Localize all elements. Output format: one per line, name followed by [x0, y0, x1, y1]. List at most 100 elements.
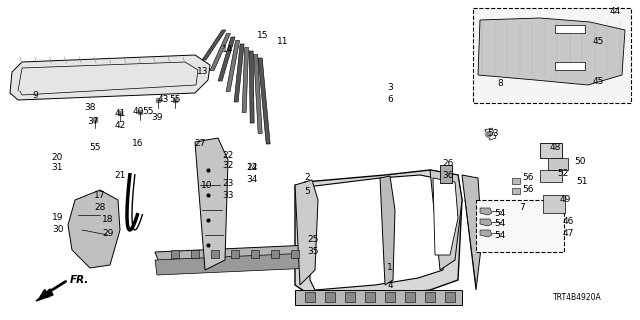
Text: 17: 17 — [94, 190, 106, 199]
Polygon shape — [234, 44, 244, 102]
Text: 18: 18 — [102, 215, 114, 225]
Text: 25: 25 — [307, 236, 319, 244]
Bar — [555, 62, 585, 70]
Polygon shape — [295, 170, 462, 295]
Text: 35: 35 — [307, 247, 319, 257]
Bar — [512, 188, 520, 194]
Text: 33: 33 — [222, 190, 234, 199]
Text: 54: 54 — [494, 230, 506, 239]
Text: 22: 22 — [222, 150, 234, 159]
Text: TRT4B4920A: TRT4B4920A — [552, 293, 602, 302]
Text: 15: 15 — [257, 30, 269, 39]
Polygon shape — [258, 58, 270, 144]
Text: 49: 49 — [559, 196, 571, 204]
Polygon shape — [433, 178, 458, 255]
Text: 55: 55 — [169, 95, 180, 105]
Text: 9: 9 — [32, 91, 38, 100]
Text: 37: 37 — [87, 116, 99, 125]
Text: 40: 40 — [132, 108, 144, 116]
Text: 38: 38 — [84, 103, 96, 113]
Bar — [555, 25, 585, 33]
Bar — [425, 292, 435, 302]
Text: 2: 2 — [304, 173, 310, 182]
Bar — [325, 292, 335, 302]
Text: 43: 43 — [157, 95, 169, 105]
Polygon shape — [242, 47, 248, 113]
Text: 55: 55 — [89, 143, 100, 153]
Text: 39: 39 — [151, 114, 163, 123]
Bar — [476, 200, 564, 252]
Text: 55: 55 — [142, 108, 154, 116]
Text: 47: 47 — [563, 228, 573, 237]
Bar — [440, 165, 452, 183]
Text: 26: 26 — [442, 158, 454, 167]
Polygon shape — [480, 208, 492, 215]
Bar — [473, 8, 631, 103]
Polygon shape — [218, 37, 235, 81]
Polygon shape — [310, 175, 445, 290]
Text: 14: 14 — [222, 45, 234, 54]
Text: 16: 16 — [132, 139, 144, 148]
Bar — [385, 292, 395, 302]
Text: 19: 19 — [52, 213, 64, 222]
Polygon shape — [202, 30, 226, 60]
Text: 34: 34 — [246, 175, 258, 185]
Polygon shape — [380, 176, 395, 285]
Polygon shape — [295, 180, 318, 285]
Text: 51: 51 — [576, 178, 588, 187]
Bar — [540, 143, 562, 158]
Text: 12: 12 — [247, 164, 259, 172]
Bar — [171, 250, 179, 258]
Polygon shape — [226, 41, 239, 92]
Text: 45: 45 — [592, 37, 604, 46]
Text: 24: 24 — [246, 164, 258, 172]
Polygon shape — [480, 219, 492, 226]
Text: 23: 23 — [222, 179, 234, 188]
Polygon shape — [462, 175, 482, 290]
Text: 21: 21 — [115, 171, 125, 180]
Text: 44: 44 — [609, 7, 621, 17]
Text: 46: 46 — [563, 218, 573, 227]
Polygon shape — [155, 245, 313, 265]
Text: 52: 52 — [557, 169, 569, 178]
Text: 29: 29 — [102, 228, 114, 237]
Bar — [543, 195, 565, 213]
Bar — [445, 292, 455, 302]
Text: 42: 42 — [115, 122, 125, 131]
Bar — [548, 158, 568, 170]
Text: 56: 56 — [522, 186, 534, 195]
Text: 53: 53 — [487, 129, 499, 138]
Bar — [271, 250, 279, 258]
Polygon shape — [210, 34, 230, 70]
Polygon shape — [195, 138, 228, 270]
Polygon shape — [155, 253, 313, 275]
Polygon shape — [36, 289, 53, 301]
Bar — [211, 250, 219, 258]
Polygon shape — [253, 54, 262, 133]
Text: 36: 36 — [442, 171, 454, 180]
Polygon shape — [295, 290, 462, 305]
Text: 30: 30 — [52, 226, 64, 235]
Text: 31: 31 — [51, 164, 63, 172]
Polygon shape — [10, 55, 210, 100]
Polygon shape — [68, 190, 120, 268]
Text: 50: 50 — [574, 157, 586, 166]
Text: 56: 56 — [522, 173, 534, 182]
Text: 4: 4 — [387, 281, 393, 290]
Text: 48: 48 — [549, 143, 561, 153]
Text: 7: 7 — [519, 204, 525, 212]
Text: 13: 13 — [197, 68, 209, 76]
Text: 5: 5 — [304, 188, 310, 196]
Bar — [191, 250, 199, 258]
Bar — [405, 292, 415, 302]
Bar — [305, 292, 315, 302]
Text: 11: 11 — [277, 37, 289, 46]
Bar — [231, 250, 239, 258]
Bar — [345, 292, 355, 302]
Bar — [512, 178, 520, 184]
Text: 27: 27 — [195, 139, 205, 148]
Bar — [251, 250, 259, 258]
Polygon shape — [249, 51, 254, 123]
Polygon shape — [478, 18, 625, 85]
Text: 32: 32 — [222, 161, 234, 170]
